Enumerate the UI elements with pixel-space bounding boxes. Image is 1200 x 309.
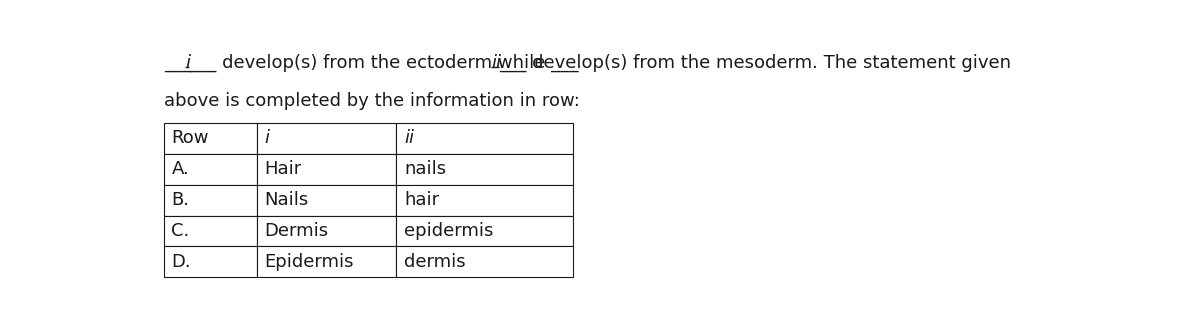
Bar bbox=[257, 154, 396, 184]
Bar bbox=[257, 184, 396, 216]
Text: D.: D. bbox=[172, 253, 191, 271]
Text: ___ develop(s) from the mesoderm. The statement given: ___ develop(s) from the mesoderm. The st… bbox=[499, 54, 1010, 72]
Text: ii: ii bbox=[404, 129, 414, 147]
Text: nails: nails bbox=[404, 160, 446, 178]
Text: i: i bbox=[185, 54, 190, 72]
Text: C.: C. bbox=[172, 222, 190, 240]
Bar bbox=[164, 216, 257, 247]
Text: Row: Row bbox=[172, 129, 209, 147]
Bar bbox=[257, 216, 396, 247]
Bar bbox=[396, 216, 574, 247]
Text: i: i bbox=[264, 129, 269, 147]
Text: Dermis: Dermis bbox=[264, 222, 329, 240]
Bar bbox=[396, 154, 574, 184]
Text: dermis: dermis bbox=[404, 253, 466, 271]
Text: Nails: Nails bbox=[264, 191, 308, 209]
Text: Hair: Hair bbox=[264, 160, 301, 178]
Text: epidermis: epidermis bbox=[404, 222, 493, 240]
Text: hair: hair bbox=[404, 191, 439, 209]
Text: ii: ii bbox=[491, 54, 500, 72]
Bar bbox=[164, 247, 257, 277]
Text: B.: B. bbox=[172, 191, 190, 209]
Text: A.: A. bbox=[172, 160, 190, 178]
Bar bbox=[164, 123, 257, 154]
Text: ___: ___ bbox=[164, 54, 191, 72]
Bar bbox=[396, 184, 574, 216]
Bar bbox=[164, 154, 257, 184]
Bar bbox=[257, 123, 396, 154]
Bar bbox=[257, 247, 396, 277]
Text: ___ develop(s) from the ectoderm while ___: ___ develop(s) from the ectoderm while _… bbox=[190, 54, 578, 72]
Bar bbox=[396, 123, 574, 154]
Text: above is completed by the information in row:: above is completed by the information in… bbox=[164, 92, 580, 110]
Text: Epidermis: Epidermis bbox=[264, 253, 354, 271]
Bar bbox=[396, 247, 574, 277]
Bar bbox=[164, 184, 257, 216]
